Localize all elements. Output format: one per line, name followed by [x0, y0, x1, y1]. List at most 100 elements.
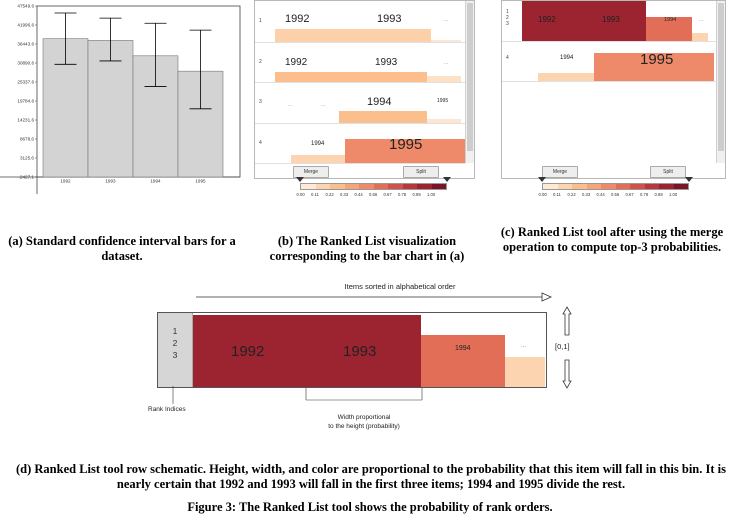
item-label: 1995 [437, 98, 449, 104]
probability-legend: 0.00 0.11 0.22 0.33 0.44 0.56 0.67 0.78 0.89 1.00 [296, 177, 451, 202]
rank-index-labels: 1 2 3 [158, 325, 192, 361]
legend-tick-label: 0.78 [640, 192, 649, 197]
y-tick-label: 8678.6 [20, 137, 34, 142]
scrollbar-thumb[interactable] [718, 3, 724, 151]
rank-row[interactable]: 4 1994 1995 [502, 41, 716, 82]
width-note-1: Width proportional [337, 414, 391, 421]
legend-slider-handle-icon[interactable] [685, 177, 693, 182]
legend-slider-handle-icon[interactable] [538, 177, 546, 182]
x-tick-label: 1993 [105, 179, 116, 184]
probability-bar[interactable] [538, 73, 594, 81]
probability-bar[interactable] [427, 118, 461, 123]
rank-number: 4 [259, 139, 262, 146]
split-button[interactable]: Split [403, 166, 439, 178]
merge-button[interactable]: Merge [542, 166, 578, 178]
x-tick-label: 1995 [195, 179, 206, 184]
ranked-list-rows: 1 1992 1993... 2 1992 1993... 3...... 1994 1995 4… [255, 1, 465, 164]
rank-number: 3 [259, 99, 262, 105]
item-label: 1994 [560, 55, 574, 61]
legend-swatch [388, 184, 403, 189]
legend-swatch [301, 184, 316, 189]
probability-legend: 0.00 0.11 0.22 0.33 0.44 0.56 0.67 0.78 0.89 1.00 [538, 177, 693, 202]
item-label: ... [321, 102, 326, 108]
probability-bar[interactable] [646, 17, 692, 41]
probability-bar[interactable] [275, 72, 351, 82]
x-tick-label: 1992 [60, 179, 71, 184]
probability-bar[interactable] [431, 39, 461, 42]
legend-swatch [557, 184, 572, 189]
legend-tick-label: 0.33 [340, 192, 349, 197]
top-arrow-label: Items sorted in alphabetical order [344, 282, 456, 291]
probability-bar[interactable] [275, 28, 353, 42]
probability-bar[interactable] [291, 155, 345, 163]
legend-tick-label: 0.11 [553, 192, 561, 197]
legend-swatch [644, 184, 659, 189]
legend-color-bar [542, 183, 689, 190]
legend-swatch [315, 184, 330, 189]
legend-slider-handle-icon[interactable] [296, 177, 304, 182]
rank-row[interactable]: 1 2 3 1992 1993 1994... [502, 1, 716, 42]
item-label: 1992 [231, 343, 265, 360]
rank-row[interactable]: 3...... 1994 1995 [255, 82, 465, 124]
legend-tick-label: 0.67 [625, 192, 634, 197]
item-label: ... [288, 102, 293, 108]
legend-tick-label: 0.11 [311, 192, 319, 197]
rank-number: 2 [259, 58, 262, 65]
probability-bar[interactable] [353, 28, 431, 42]
legend-swatch [659, 184, 674, 189]
probability-bar[interactable] [584, 1, 646, 41]
panel-b-ranked-list: 1 1992 1993... 2 1992 1993... 3...... 1994 1995 4… [254, 0, 475, 179]
legend-tick-label: 1.00 [427, 192, 436, 197]
y-tick-label: -2427.1 [18, 175, 34, 180]
legend-swatch [373, 184, 388, 189]
rank-number: 1 2 3 [506, 9, 509, 27]
split-button[interactable]: Split [650, 166, 686, 178]
legend-swatch [586, 184, 601, 189]
rank-index-cell: 1 2 3 [158, 313, 193, 387]
merge-button[interactable]: Merge [293, 166, 329, 178]
probability-bar[interactable] [522, 1, 584, 41]
right-arrow-icon [196, 292, 552, 302]
bar [87, 40, 134, 178]
probability-bar[interactable] [345, 139, 465, 163]
bracket-lines [172, 386, 423, 404]
scrollbar[interactable] [465, 1, 474, 163]
legend-tick-label: 0.67 [383, 192, 392, 197]
schematic-row: 1 2 3 1992 1993 1994... [157, 312, 547, 388]
probability-bar [505, 357, 545, 387]
down-arrow-icon [562, 359, 572, 389]
caption-d: (d) Ranked List tool row schematic. Heig… [16, 462, 726, 491]
legend-tick-label: 0.89 [654, 192, 663, 197]
rank-row[interactable]: 2 1992 1993... [255, 42, 465, 83]
confidence-interval-chart: 47549.6 41996.6 36443.6 30890.6 25337.6 19784… [0, 4, 241, 194]
probability-bar[interactable] [427, 76, 461, 82]
legend-tick-label: 0.56 [611, 192, 620, 197]
y-tick-label: 14231.6 [17, 118, 34, 123]
probability-bar[interactable] [692, 33, 708, 41]
legend-swatch [344, 184, 359, 189]
legend-tick-label: 0.44 [596, 192, 605, 197]
schematic-items: 1992 1993 1994... [193, 313, 545, 387]
item-label: 1994 [311, 140, 325, 147]
probability-bar [193, 315, 305, 387]
legend-tick-label: 0.00 [538, 192, 547, 197]
probability-bar[interactable] [339, 110, 427, 123]
rank-row[interactable]: 1 1992 1993... [255, 1, 465, 43]
scrollbar-thumb[interactable] [467, 3, 473, 151]
rank-row[interactable]: 4 1994 1995 [255, 123, 465, 164]
probability-bar[interactable] [351, 72, 427, 82]
legend-swatch [630, 184, 645, 189]
legend-tick-label: 0.89 [412, 192, 421, 197]
rank-number: 4 [506, 55, 509, 61]
probability-bar[interactable] [594, 53, 714, 81]
item-label: 1993 [375, 56, 398, 68]
legend-swatch [673, 184, 688, 189]
scrollbar[interactable] [716, 1, 725, 163]
legend-tick-label: 0.44 [354, 192, 363, 197]
legend-slider-handle-icon[interactable] [443, 177, 451, 182]
figure-caption: Figure 3: The Ranked List tool shows the… [187, 500, 553, 514]
range-label: [0,1] [555, 342, 570, 351]
rank-index: 2 [172, 338, 178, 348]
y-tick-label: 41996.6 [17, 23, 34, 28]
y-tick-label: 30890.6 [17, 61, 34, 66]
